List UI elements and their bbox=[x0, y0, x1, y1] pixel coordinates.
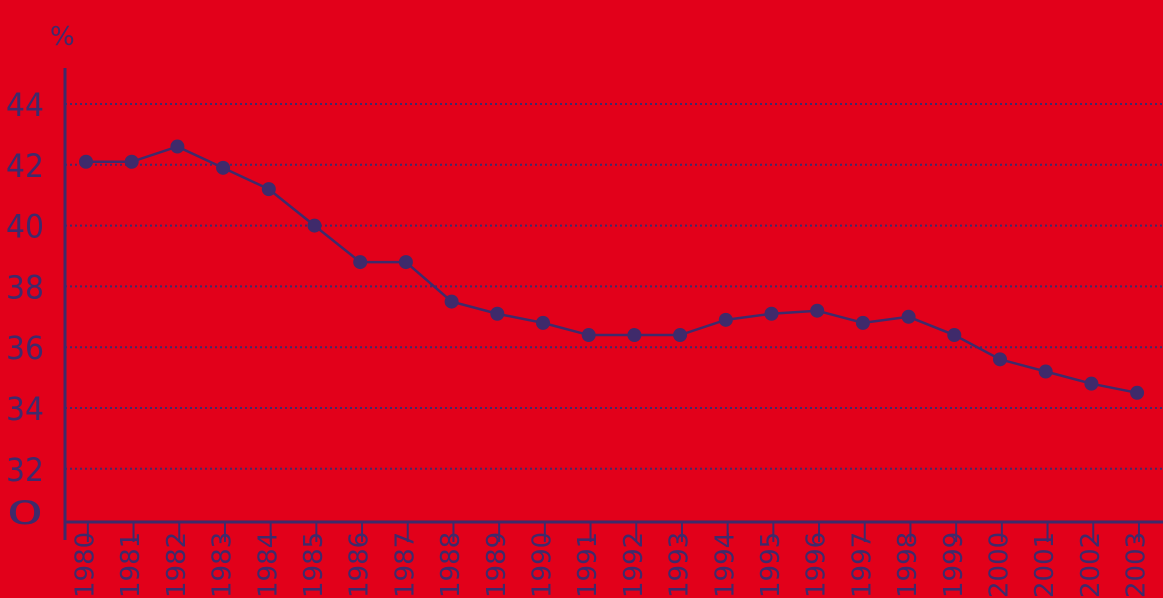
data-point bbox=[216, 160, 231, 175]
x-tick-label: 1980 bbox=[71, 532, 101, 598]
data-point bbox=[353, 255, 368, 270]
y-unit-label: % bbox=[50, 22, 75, 52]
x-tick-label: 2001 bbox=[1030, 532, 1060, 598]
y-tick-label: 40 bbox=[6, 208, 44, 246]
data-point bbox=[124, 154, 139, 169]
y-tick-label: 34 bbox=[6, 390, 44, 428]
data-point bbox=[536, 315, 550, 330]
data-point bbox=[307, 218, 322, 233]
x-tick-label: 1982 bbox=[162, 532, 192, 598]
x-tick-label: 2000 bbox=[985, 532, 1015, 598]
y-tick-label: 36 bbox=[6, 329, 44, 367]
y-tick-labels: 0 32 34 36 38 40 42 44 bbox=[6, 86, 44, 532]
data-point bbox=[764, 306, 779, 321]
x-tick-label: 1984 bbox=[253, 532, 283, 598]
x-tick-label: 1988 bbox=[436, 532, 466, 598]
data-point bbox=[170, 139, 185, 154]
data-point bbox=[673, 328, 688, 343]
y-tick-label: 38 bbox=[6, 268, 44, 306]
series-line-path bbox=[86, 145, 1138, 395]
series-line bbox=[86, 145, 1138, 395]
data-point bbox=[947, 328, 962, 343]
x-tick-label: 1990 bbox=[528, 532, 558, 598]
x-tick-label: 1997 bbox=[847, 532, 877, 598]
x-tick-label: 1983 bbox=[208, 532, 238, 598]
data-point bbox=[1084, 376, 1099, 391]
data-point bbox=[901, 309, 916, 324]
data-point bbox=[79, 154, 93, 169]
axes bbox=[63, 68, 1163, 542]
y-tick-label: 44 bbox=[6, 86, 44, 124]
y-tick-label: 0 bbox=[6, 494, 44, 532]
y-tick-label: 32 bbox=[6, 451, 44, 489]
x-tick-label: 1999 bbox=[939, 532, 969, 598]
data-point bbox=[718, 312, 733, 327]
grid-lines bbox=[65, 103, 1163, 470]
data-point bbox=[810, 303, 825, 318]
y-tick-label: 42 bbox=[6, 147, 44, 185]
data-point bbox=[627, 328, 642, 343]
data-point bbox=[993, 352, 1007, 367]
x-tick-label: 1991 bbox=[573, 532, 603, 598]
x-tick-label: 1992 bbox=[619, 532, 649, 598]
x-tick-label: 1981 bbox=[116, 532, 146, 598]
x-tick-label: 2003 bbox=[1122, 532, 1152, 598]
x-tick-labels: 1980 1981 1982 1983 1984 1985 1986 1987 1988 1989… bbox=[71, 532, 1152, 598]
series-points bbox=[79, 139, 1145, 400]
data-point bbox=[581, 328, 596, 343]
x-tick-label: 1989 bbox=[482, 532, 512, 598]
x-tick-label: 1986 bbox=[345, 532, 375, 598]
x-tick-label: 1995 bbox=[756, 532, 786, 598]
data-point bbox=[444, 294, 459, 309]
x-tick-label: 1985 bbox=[299, 532, 329, 598]
x-tick-label: 2002 bbox=[1076, 532, 1106, 598]
data-point bbox=[1130, 385, 1145, 400]
x-tick-label: 1996 bbox=[802, 532, 832, 598]
data-point bbox=[855, 315, 870, 330]
x-tick-label: 1993 bbox=[665, 532, 695, 598]
x-tick-label: 1998 bbox=[893, 532, 923, 598]
data-point bbox=[398, 255, 413, 270]
x-tick-label: 1994 bbox=[710, 532, 740, 598]
data-point bbox=[1038, 364, 1053, 379]
x-tick-label: 1987 bbox=[390, 532, 420, 598]
data-point bbox=[261, 182, 276, 197]
data-point bbox=[490, 306, 505, 321]
